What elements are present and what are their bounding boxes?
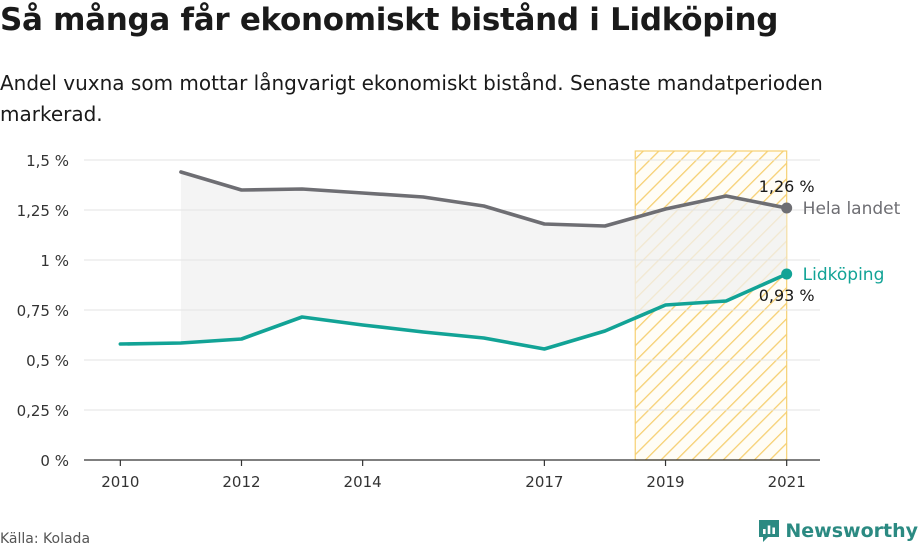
newsworthy-logo: Newsworthy <box>757 518 918 544</box>
newsworthy-icon <box>759 520 780 542</box>
source-note: Källa: Kolada <box>0 531 91 547</box>
chart-subtitle: Andel vuxna som mottar långvarigt ekonom… <box>0 71 823 126</box>
y-tick-label: 1 % <box>40 252 69 270</box>
x-tick-label: 2014 <box>344 473 382 491</box>
x-tick-label: 2021 <box>768 473 806 491</box>
y-tick-label: 0,5 % <box>26 352 69 370</box>
series-label-hela-landet: Hela landet <box>803 199 901 219</box>
y-tick-label: 1,5 % <box>26 152 69 170</box>
x-tick-label: 2010 <box>101 473 139 491</box>
value-label-lidkoping: 0,93 % <box>759 286 815 305</box>
end-point-hela-landet <box>781 202 793 214</box>
y-tick-label: 0 % <box>40 452 69 470</box>
y-tick-label: 1,25 % <box>17 202 69 220</box>
x-tick-label: 2012 <box>222 473 260 491</box>
y-tick-label: 0,25 % <box>17 402 69 420</box>
series-label-lidkoping: Lidköping <box>803 265 885 285</box>
end-point-lidkoping <box>781 268 793 280</box>
x-tick-label: 2017 <box>525 473 563 491</box>
x-tick-label: 2019 <box>646 473 684 491</box>
series-line-lidkoping <box>118 272 789 351</box>
value-label-hela-landet: 1,26 % <box>759 177 815 196</box>
brand-name: Newsworthy <box>785 520 918 542</box>
chart-title: Så många får ekonomiskt bistånd i Lidköp… <box>0 2 779 38</box>
y-tick-label: 0,75 % <box>17 302 69 320</box>
series-line-hela-landet <box>179 170 789 228</box>
